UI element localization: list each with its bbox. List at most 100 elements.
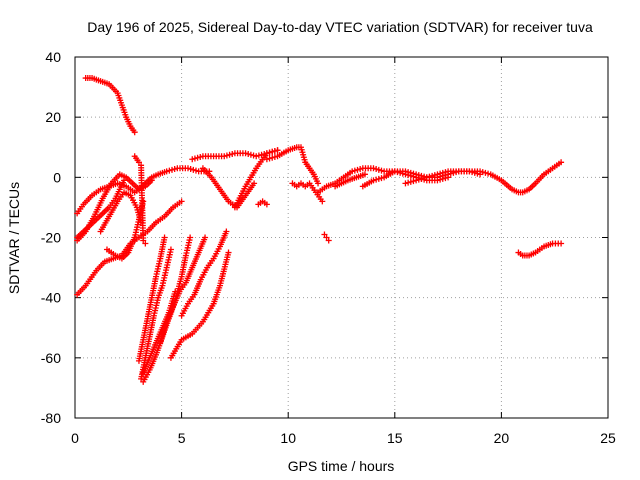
data-point [319, 198, 326, 205]
chart-title: Day 196 of 2025, Sidereal Day-to-day VTE… [87, 19, 593, 35]
series-arc25 [131, 153, 149, 247]
data-point [437, 176, 444, 183]
data-point [391, 168, 398, 175]
y-tick-label: -60 [41, 350, 61, 366]
data-point [407, 172, 414, 179]
data-point [351, 167, 358, 174]
data-point [405, 172, 412, 179]
data-point [439, 169, 446, 176]
data-point [142, 240, 149, 247]
data-point [321, 231, 328, 238]
data-point [226, 151, 233, 158]
x-tick-label: 15 [387, 430, 403, 446]
data-point [349, 168, 356, 175]
data-point [375, 175, 382, 182]
data-point [245, 151, 252, 158]
data-point [163, 168, 170, 175]
data-point [357, 166, 364, 173]
data-point [263, 150, 270, 157]
series-arc5 [74, 198, 185, 298]
data-point [442, 175, 449, 182]
data-point [413, 177, 420, 184]
data-point [194, 154, 201, 161]
data-point [251, 180, 258, 187]
data-point [397, 169, 404, 176]
data-point [361, 171, 368, 178]
x-axis-label: GPS time / hours [288, 458, 395, 474]
series-arc14 [178, 228, 230, 319]
data-point [466, 168, 473, 175]
data-point [225, 249, 232, 256]
data-point [184, 165, 191, 172]
data-point [477, 171, 484, 178]
data-point [171, 166, 178, 173]
data-point [445, 174, 452, 181]
data-point [405, 179, 412, 186]
data-point [167, 246, 174, 253]
tick-layer: 0 5 10 15 20 25 -80 -60 -40 -20 0 20 40 [41, 49, 616, 446]
data-point [434, 177, 441, 184]
series-arc1 [82, 75, 138, 136]
data-point [558, 240, 565, 247]
data-point [190, 166, 197, 173]
series-arc13 [167, 249, 232, 361]
data-point [394, 169, 401, 176]
series-arc8 [135, 234, 168, 364]
y-tick-label: -20 [41, 230, 61, 246]
data-point [166, 167, 173, 174]
data-point [437, 170, 444, 177]
y-tick-label: 40 [45, 49, 61, 65]
series-arc16 [199, 165, 258, 211]
data-point [469, 169, 476, 176]
data-point [423, 174, 430, 181]
data-point [315, 180, 322, 187]
data-point [250, 152, 257, 159]
data-point [121, 177, 128, 184]
data-point [202, 234, 209, 241]
data-point [221, 153, 228, 160]
data-point [485, 170, 492, 177]
data-point [375, 166, 382, 173]
data-point [471, 169, 478, 176]
data-point [442, 169, 449, 176]
data-point [253, 153, 260, 160]
y-tick-label: -40 [41, 290, 61, 306]
x-tick-label: 10 [280, 430, 296, 446]
data-point [418, 175, 425, 182]
data-point [410, 178, 417, 185]
series-arc18 [263, 144, 322, 187]
series-arc12 [157, 234, 209, 346]
data-points [74, 75, 565, 385]
data-point [474, 170, 481, 177]
data-point [140, 237, 147, 244]
series-arc21 [402, 168, 484, 187]
data-point [266, 155, 273, 162]
y-tick-label: 0 [53, 169, 61, 185]
data-point [373, 176, 380, 183]
series-arc23 [321, 231, 332, 244]
data-point [429, 172, 436, 179]
series-arc24 [255, 198, 270, 208]
data-point [558, 159, 565, 166]
data-point [148, 177, 155, 184]
data-point [426, 173, 433, 180]
series-arc6 [97, 189, 145, 235]
data-point [242, 150, 249, 157]
data-point [271, 148, 278, 155]
data-point [197, 154, 204, 161]
data-point [354, 166, 361, 173]
x-tick-label: 20 [494, 430, 510, 446]
data-point [131, 129, 138, 136]
data-point [187, 234, 194, 241]
data-point [247, 151, 254, 158]
data-point [269, 148, 276, 155]
data-point [323, 234, 330, 241]
data-point [187, 166, 194, 173]
y-axis-label: SDTVAR / TECUs [6, 182, 22, 294]
data-point [263, 156, 270, 163]
data-point [370, 177, 377, 184]
data-point [402, 171, 409, 178]
data-point [192, 167, 199, 174]
x-tick-label: 25 [600, 430, 616, 446]
